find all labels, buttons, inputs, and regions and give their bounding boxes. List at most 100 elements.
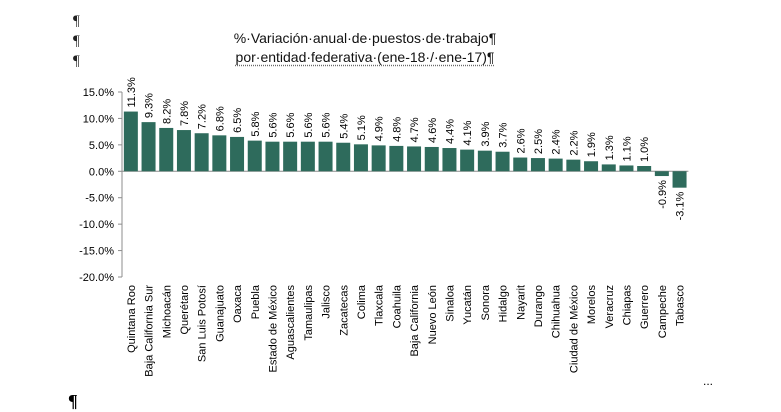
category-label: Veracruz (604, 285, 616, 328)
category-label: Nayarit (515, 285, 527, 320)
data-label: 6.8% (214, 106, 226, 131)
bar (230, 136, 245, 172)
category-label: Tamaulipas (303, 285, 315, 341)
category-label: San Luis Potosí (197, 285, 209, 362)
data-label: 4.6% (427, 118, 439, 143)
bar (194, 133, 209, 172)
data-label: 4.7% (409, 117, 421, 142)
data-label: 4.1% (462, 120, 474, 145)
data-label: 5.6% (303, 112, 315, 137)
bar (442, 148, 457, 172)
category-label: Michoacán (161, 285, 173, 338)
paragraph-mark: ¶ (73, 13, 80, 29)
data-label: 9.3% (144, 93, 156, 118)
bar (601, 164, 616, 172)
bar (141, 122, 156, 172)
category-label: Sonora (480, 284, 492, 320)
bar (265, 141, 280, 172)
data-label: 5.6% (321, 112, 333, 137)
category-label: Aguascalientes (285, 285, 297, 360)
data-label: 2.4% (551, 129, 563, 154)
data-label: 4.8% (391, 117, 403, 142)
bar (672, 171, 687, 188)
data-label: 1.0% (639, 137, 651, 162)
y-tick-label: 15.0% (83, 87, 114, 99)
data-label: 2.6% (515, 128, 527, 153)
bar (530, 158, 545, 172)
category-label: Campeche (657, 285, 669, 338)
data-label: 1.3% (604, 135, 616, 160)
bar (247, 140, 262, 172)
data-label: 8.2% (161, 99, 173, 124)
bar (176, 130, 191, 172)
data-label: 7.8% (179, 101, 191, 126)
data-label: -0.9% (657, 180, 669, 209)
data-label: 4.4% (444, 119, 456, 144)
bar (407, 146, 422, 172)
data-label: 5.6% (267, 112, 279, 137)
category-label: Guerrero (639, 285, 651, 329)
bar (371, 145, 386, 172)
category-label: Nuevo León (427, 285, 439, 344)
y-tick-label: 10.0% (83, 113, 114, 125)
category-label: Tabasco (675, 285, 687, 326)
category-label: Tlaxcala (374, 284, 386, 326)
paragraph-mark-bottom: ¶ (68, 391, 78, 411)
ellipsis-mark: ... (703, 374, 714, 388)
data-label: 3.9% (480, 121, 492, 146)
bar (548, 158, 563, 172)
category-label: Guanajuato (214, 285, 226, 342)
category-label: Zacatecas (338, 285, 350, 336)
category-label: Morelos (586, 285, 598, 325)
data-label: -3.1% (675, 191, 687, 220)
category-label: Puebla (250, 284, 262, 319)
data-label: 2.5% (533, 129, 545, 154)
bar (318, 141, 333, 172)
category-label: Chihuahua (551, 284, 563, 338)
bar (637, 166, 652, 172)
data-label: 5.4% (338, 113, 350, 138)
y-tick-label: -15.0% (79, 246, 114, 258)
bar (300, 141, 315, 172)
chart-subtitle: por·entidad·federativa·(ene-18·/·ene-17)… (235, 49, 495, 65)
data-label: 4.9% (374, 116, 386, 141)
bar (566, 159, 581, 172)
bar (495, 151, 510, 172)
category-label: Estado de México (267, 285, 279, 372)
chart-title: %·Variación·anual·de·puestos·de·trabajo¶ (233, 30, 497, 46)
bar (619, 165, 634, 172)
bar (353, 144, 368, 172)
data-label: 3.7% (498, 122, 510, 147)
bar (460, 149, 475, 172)
data-label: 6.5% (232, 108, 244, 133)
data-label: 5.1% (356, 115, 368, 140)
bar (212, 135, 227, 172)
chart-title-block: %·Variación·anual·de·puestos·de·trabajo¶… (200, 29, 530, 67)
bar (159, 127, 174, 172)
bar (424, 146, 439, 172)
y-tick-label: -5.0% (85, 193, 114, 205)
data-label: 11.3% (126, 77, 138, 108)
bar (283, 141, 298, 172)
bar (477, 150, 492, 172)
category-label: Jalisco (321, 285, 333, 319)
data-label: 1.1% (621, 136, 633, 161)
category-label: Colima (356, 284, 368, 319)
category-label: Querétaro (179, 285, 191, 335)
category-label: Oaxaca (232, 284, 244, 323)
data-label: 7.2% (197, 104, 209, 129)
bar (513, 157, 528, 172)
bar (654, 171, 669, 177)
paragraph-mark: ¶ (73, 33, 80, 49)
y-tick-label: 5.0% (89, 140, 114, 152)
bar (123, 111, 138, 172)
category-label: Durango (533, 285, 545, 327)
paragraph-mark: ¶ (73, 53, 80, 69)
bar (336, 142, 351, 172)
y-tick-label: 0.0% (89, 166, 114, 178)
data-label: 1.9% (586, 132, 598, 157)
category-label: Yucatán (462, 285, 474, 325)
data-label: 2.2% (568, 130, 580, 155)
category-label: Baja California Sur (144, 285, 156, 377)
